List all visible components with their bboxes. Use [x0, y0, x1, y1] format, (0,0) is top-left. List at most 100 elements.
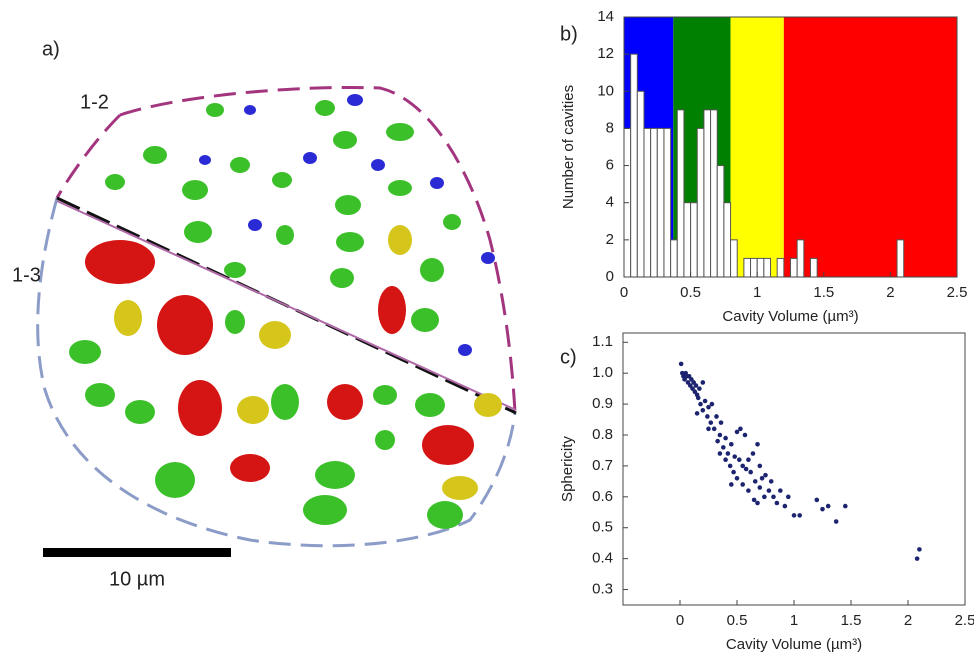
cavity — [178, 380, 222, 436]
cavity — [230, 157, 250, 173]
color-band — [783, 17, 957, 277]
point — [740, 482, 745, 487]
cavity — [199, 155, 211, 165]
point — [715, 438, 720, 444]
point — [738, 426, 743, 432]
cavity — [458, 344, 472, 356]
point — [723, 435, 728, 441]
bar — [696, 127, 705, 278]
cavity — [248, 219, 262, 231]
y-tick-label: 0.4 — [592, 550, 613, 567]
point — [759, 475, 765, 481]
point — [768, 479, 774, 484]
x-tick-label: 0.5 — [727, 612, 748, 629]
cavity — [474, 393, 502, 417]
bar — [756, 257, 765, 278]
cavity — [388, 225, 412, 255]
x-tick-label: 2 — [886, 284, 894, 301]
cavity — [336, 232, 364, 252]
point — [723, 457, 728, 463]
point — [700, 380, 706, 385]
y-tick-label: 10 — [597, 82, 614, 99]
panel-label: a) — [42, 38, 60, 60]
point — [814, 497, 820, 503]
cavity — [155, 462, 195, 498]
panel-label: b) — [560, 23, 578, 45]
point — [709, 401, 715, 407]
bar — [743, 257, 752, 278]
cavity — [411, 308, 439, 332]
point — [797, 513, 802, 518]
bar — [896, 239, 905, 278]
point — [729, 482, 734, 487]
cavity — [375, 430, 395, 450]
microscopy-panel: a) 1-2 1-3 10 µm — [12, 38, 517, 590]
panel-label: c) — [560, 346, 577, 368]
point — [694, 411, 700, 416]
point — [732, 454, 738, 459]
cavity — [272, 172, 292, 188]
point — [820, 506, 825, 512]
x-axis-label: Cavity Volume (µm³) — [722, 308, 858, 325]
y-tick-label: 0.6 — [592, 488, 613, 505]
cavity — [276, 225, 294, 245]
cavity — [327, 384, 363, 420]
point — [702, 398, 708, 404]
region-label: 1-3 — [12, 264, 41, 286]
bar — [643, 127, 652, 278]
point — [725, 451, 731, 456]
point — [755, 500, 760, 506]
bar — [809, 257, 818, 278]
bar — [676, 109, 685, 278]
point — [833, 519, 839, 524]
y-tick-label: 0 — [606, 268, 614, 285]
point — [714, 414, 719, 419]
bar — [663, 127, 672, 278]
bar — [690, 202, 698, 278]
bar — [790, 257, 798, 278]
plot-frame — [623, 16, 958, 278]
y-tick-label: 0.9 — [592, 395, 613, 412]
cavity — [303, 152, 317, 164]
cavity — [157, 295, 213, 355]
point — [697, 386, 702, 391]
point — [914, 556, 920, 561]
bar — [683, 202, 692, 278]
bar — [656, 127, 665, 278]
point — [742, 432, 748, 438]
point — [708, 420, 714, 425]
cavity — [244, 105, 256, 115]
bar — [636, 90, 645, 278]
cavity — [184, 221, 212, 243]
point — [698, 401, 703, 407]
y-tick-label: 14 — [597, 8, 614, 25]
x-tick-label: 0.5 — [680, 284, 701, 301]
point — [763, 472, 768, 478]
cavity — [330, 268, 354, 288]
bar — [730, 239, 738, 278]
bar — [670, 239, 678, 278]
x-tick-label: 0 — [620, 284, 628, 301]
cavity — [347, 94, 363, 106]
cavities — [69, 94, 502, 529]
y-tick-label: 0.7 — [592, 457, 613, 474]
cavity — [105, 174, 125, 190]
cavity — [422, 425, 474, 465]
cavity — [386, 123, 414, 141]
x-tick-label: 2 — [904, 612, 912, 629]
cavity — [303, 495, 347, 525]
point — [736, 457, 742, 463]
bar — [716, 165, 725, 278]
scale-bar — [43, 548, 231, 557]
point — [717, 432, 723, 438]
cavity — [430, 177, 444, 189]
point — [729, 441, 734, 447]
color-band — [730, 17, 784, 277]
point — [757, 485, 763, 490]
cavity — [378, 286, 406, 334]
point — [757, 463, 763, 469]
point — [727, 463, 733, 469]
point — [734, 429, 740, 435]
y-tick-label: 1.1 — [592, 333, 613, 350]
y-axis-label: Number of cavities — [560, 85, 577, 209]
